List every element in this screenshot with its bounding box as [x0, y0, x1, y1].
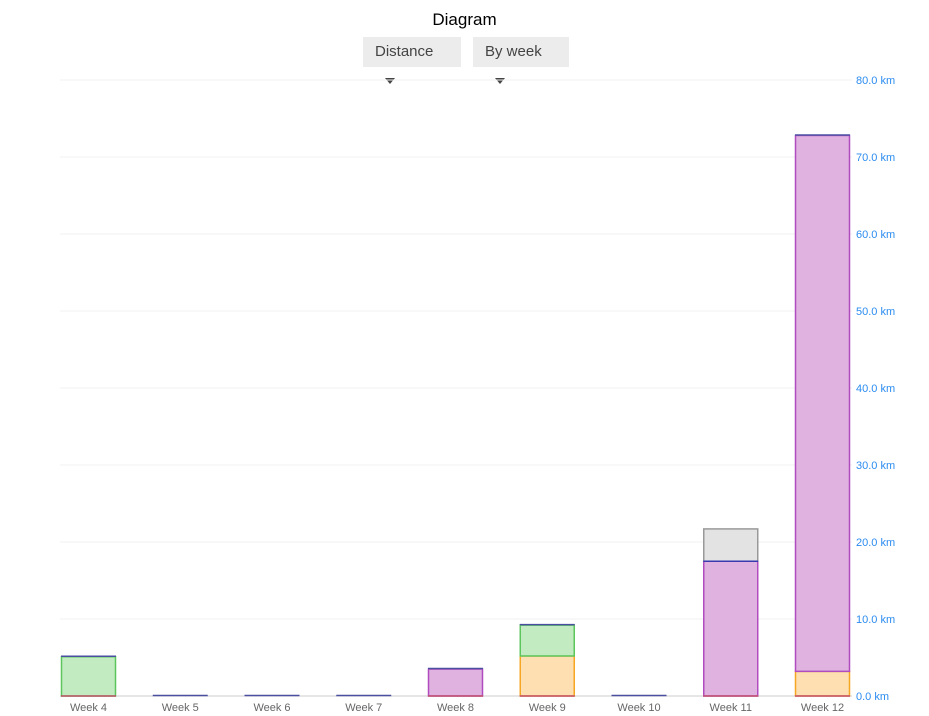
y-tick-label: 50.0 km	[856, 306, 895, 318]
x-tick-label: Week 12	[801, 702, 844, 714]
bar-segment	[60, 655, 117, 697]
metric-dropdown[interactable]: Distance	[363, 37, 461, 85]
x-tick-label: Week 5	[162, 702, 199, 714]
y-tick-label: 20.0 km	[856, 537, 895, 549]
chart-title: Diagram	[432, 10, 497, 29]
x-tick-label: Week 6	[253, 702, 290, 714]
metric-dropdown-label: Distance	[375, 43, 434, 60]
y-tick-label: 70.0 km	[856, 152, 895, 164]
bar-segment	[703, 560, 759, 697]
x-tick-label: Week 11	[710, 702, 752, 714]
y-tick-label: 0.0 km	[856, 691, 889, 703]
y-tick-label: 60.0 km	[856, 229, 895, 241]
bar-segment	[794, 670, 851, 697]
bar-segment	[519, 655, 575, 697]
x-tick-label: Week 4	[70, 702, 107, 714]
caret-down-icon	[495, 78, 505, 85]
bar-segment	[427, 668, 484, 697]
period-dropdown[interactable]: By week	[473, 37, 569, 85]
bar-segment	[703, 528, 759, 562]
x-tick-label: Week 10	[617, 702, 660, 714]
y-tick-label: 40.0 km	[856, 383, 895, 395]
y-tick-label: 30.0 km	[856, 460, 895, 472]
bar-segment	[519, 624, 575, 657]
x-tick-label: Week 8	[437, 702, 474, 714]
y-tick-label: 80.0 km	[856, 75, 895, 87]
y-tick-label: 10.0 km	[856, 614, 895, 626]
x-tick-label: Week 9	[529, 702, 566, 714]
x-tick-label: Week 7	[345, 702, 382, 714]
caret-down-icon	[385, 78, 395, 85]
bar-segment	[794, 134, 851, 673]
period-dropdown-label: By week	[485, 43, 542, 60]
